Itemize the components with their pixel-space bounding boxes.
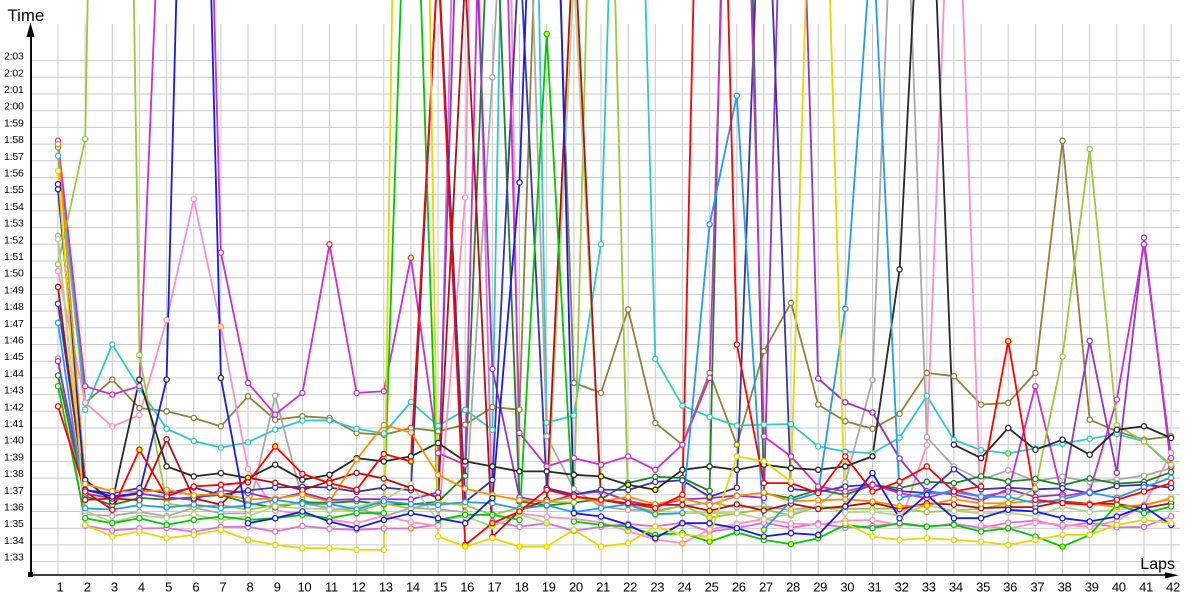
svg-text:1:39: 1:39 (4, 451, 24, 463)
svg-text:1:38: 1:38 (4, 468, 24, 480)
svg-text:32: 32 (895, 580, 909, 595)
svg-text:20: 20 (569, 580, 583, 595)
svg-text:1:48: 1:48 (4, 301, 24, 313)
svg-text:1: 1 (57, 580, 64, 595)
svg-text:31: 31 (868, 580, 882, 595)
svg-text:16: 16 (460, 580, 474, 595)
svg-text:3: 3 (111, 580, 118, 595)
svg-text:1:42: 1:42 (4, 401, 24, 413)
svg-text:1:50: 1:50 (4, 268, 24, 280)
svg-text:1:45: 1:45 (4, 351, 24, 363)
svg-text:17: 17 (487, 580, 501, 595)
svg-text:1:34: 1:34 (4, 535, 24, 547)
svg-text:1:43: 1:43 (4, 385, 24, 397)
svg-text:2: 2 (84, 580, 91, 595)
svg-text:1:36: 1:36 (4, 502, 24, 514)
svg-text:1:53: 1:53 (4, 218, 24, 230)
svg-text:Time: Time (8, 6, 45, 25)
svg-text:12: 12 (352, 580, 366, 595)
svg-text:1:49: 1:49 (4, 284, 24, 296)
svg-text:15: 15 (433, 580, 447, 595)
svg-text:5: 5 (165, 580, 172, 595)
svg-text:23: 23 (650, 580, 664, 595)
svg-text:1:52: 1:52 (4, 234, 24, 246)
svg-text:38: 38 (1058, 580, 1072, 595)
svg-text:2:01: 2:01 (4, 84, 24, 96)
svg-text:9: 9 (274, 580, 281, 595)
svg-text:28: 28 (786, 580, 800, 595)
svg-text:39: 39 (1085, 580, 1099, 595)
svg-text:18: 18 (515, 580, 529, 595)
svg-text:1:44: 1:44 (4, 368, 24, 380)
svg-text:1:41: 1:41 (4, 418, 24, 430)
svg-text:7: 7 (219, 580, 226, 595)
svg-text:24: 24 (677, 580, 691, 595)
svg-text:1:56: 1:56 (4, 168, 24, 180)
svg-text:1:46: 1:46 (4, 335, 24, 347)
svg-text:26: 26 (732, 580, 746, 595)
svg-text:41: 41 (1139, 580, 1153, 595)
svg-text:22: 22 (623, 580, 637, 595)
svg-text:4: 4 (138, 580, 145, 595)
svg-text:14: 14 (406, 580, 420, 595)
svg-text:21: 21 (596, 580, 610, 595)
svg-text:2:00: 2:00 (4, 101, 24, 113)
svg-text:29: 29 (813, 580, 827, 595)
svg-text:1:40: 1:40 (4, 435, 24, 447)
svg-text:1:51: 1:51 (4, 251, 24, 263)
svg-text:35: 35 (976, 580, 990, 595)
svg-text:1:59: 1:59 (4, 117, 24, 129)
svg-text:2:02: 2:02 (4, 67, 24, 79)
svg-text:Laps: Laps (1140, 556, 1175, 573)
svg-text:1:58: 1:58 (4, 134, 24, 146)
svg-text:25: 25 (705, 580, 719, 595)
svg-text:1:35: 1:35 (4, 518, 24, 530)
svg-text:42: 42 (1166, 580, 1180, 595)
svg-text:1:54: 1:54 (4, 201, 24, 213)
svg-text:13: 13 (379, 580, 393, 595)
svg-text:8: 8 (247, 580, 254, 595)
svg-text:1:37: 1:37 (4, 485, 24, 497)
svg-text:40: 40 (1112, 580, 1126, 595)
svg-text:2:03: 2:03 (4, 51, 24, 63)
svg-text:11: 11 (325, 580, 338, 595)
svg-text:36: 36 (1003, 580, 1017, 595)
svg-text:27: 27 (759, 580, 773, 595)
svg-text:6: 6 (192, 580, 199, 595)
svg-text:19: 19 (542, 580, 556, 595)
svg-text:37: 37 (1030, 580, 1044, 595)
svg-text:1:57: 1:57 (4, 151, 24, 163)
svg-text:34: 34 (949, 580, 963, 595)
svg-text:30: 30 (840, 580, 854, 595)
svg-text:10: 10 (297, 580, 311, 595)
svg-text:1:33: 1:33 (4, 552, 24, 564)
svg-text:1:55: 1:55 (4, 184, 24, 196)
svg-text:33: 33 (922, 580, 936, 595)
svg-text:1:47: 1:47 (4, 318, 24, 330)
